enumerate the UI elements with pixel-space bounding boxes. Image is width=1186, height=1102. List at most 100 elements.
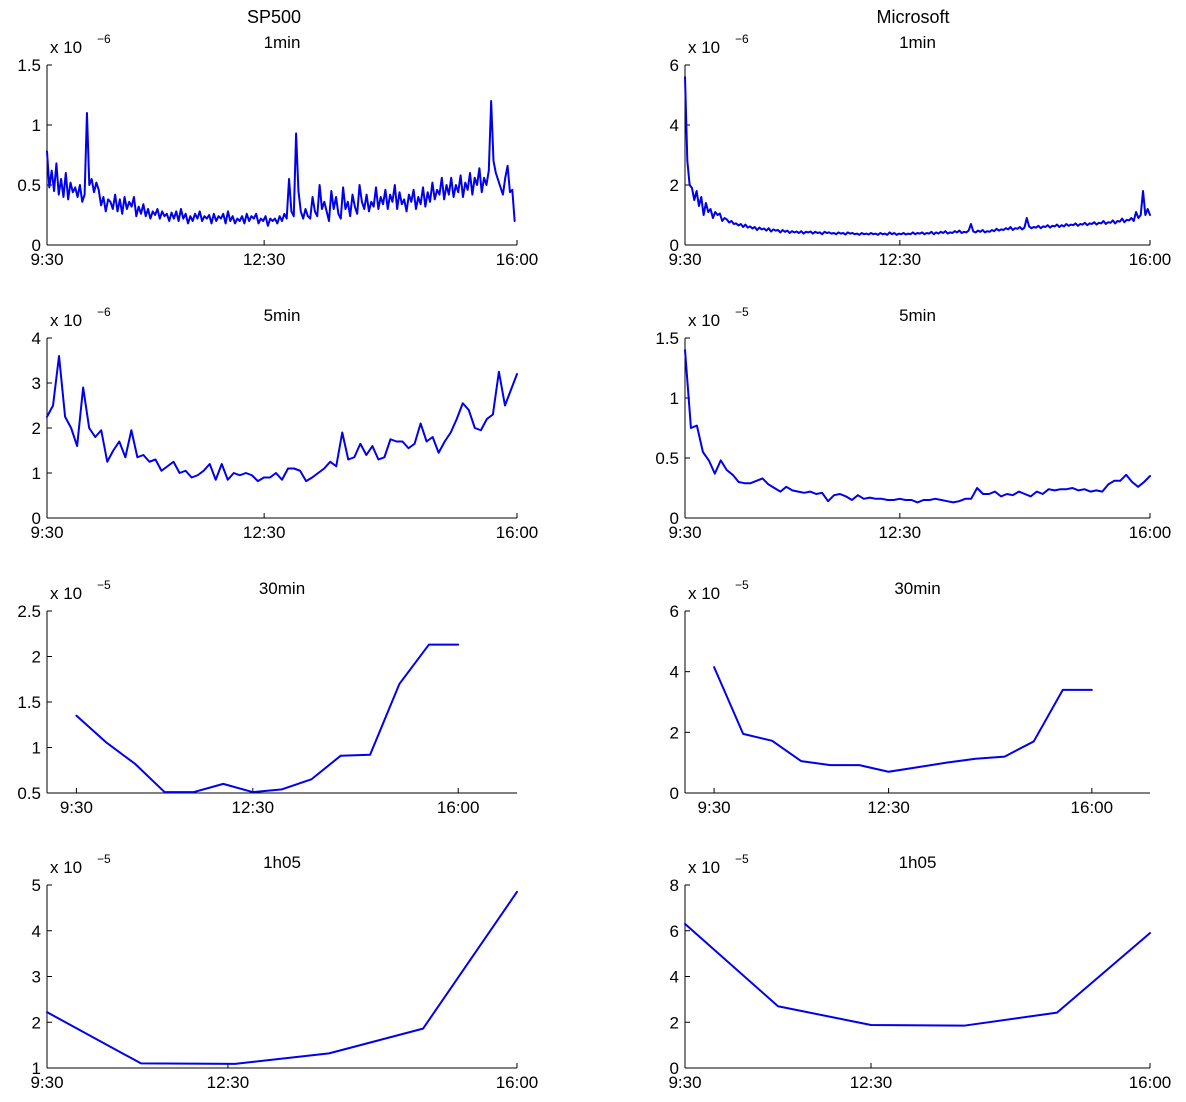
y-tick-label: 6 bbox=[670, 922, 679, 941]
series-line bbox=[46, 355, 518, 483]
exponent-label: x 10 bbox=[50, 311, 82, 330]
x-tick-label: 16:00 bbox=[496, 1073, 539, 1092]
y-tick-label: 0.5 bbox=[17, 784, 41, 803]
panel-sp500-5min: 0 1 2 3 4 9:30 12:30 16:00 5min x 10 −6 bbox=[30, 305, 538, 542]
y-tick-label: 3 bbox=[32, 374, 41, 393]
y-tick-label: 2 bbox=[670, 1013, 679, 1032]
panel-title: 1min bbox=[264, 33, 301, 52]
x-tick-label: 9:30 bbox=[668, 250, 701, 269]
x-tick-label: 12:30 bbox=[243, 523, 286, 542]
y-tick-label: 1 bbox=[32, 1059, 41, 1078]
x-tick-label: 9:30 bbox=[60, 798, 93, 817]
x-tick-label: 12:30 bbox=[207, 1073, 250, 1092]
x-tick-label: 16:00 bbox=[1129, 523, 1172, 542]
x-tick-label: 9:30 bbox=[668, 1073, 701, 1092]
x-tick-label: 16:00 bbox=[496, 523, 539, 542]
y-tick-label: 1 bbox=[32, 116, 41, 135]
x-tick-label: 12:30 bbox=[850, 1073, 893, 1092]
series-line bbox=[46, 890, 518, 1065]
panel-sp500-1h05: 1 2 3 4 5 9:30 12:30 16:00 1h05 x 10 −5 bbox=[30, 852, 538, 1092]
y-tick-label: 0.5 bbox=[655, 449, 679, 468]
x-tick-label: 9:30 bbox=[30, 250, 63, 269]
x-tick-label: 12:30 bbox=[867, 798, 910, 817]
panel-title: 1h05 bbox=[899, 853, 937, 872]
x-tick-label: 16:00 bbox=[1129, 250, 1172, 269]
exponent-value: −6 bbox=[97, 305, 111, 319]
exponent-value: −5 bbox=[735, 578, 749, 592]
y-tick-label: 2 bbox=[32, 1013, 41, 1032]
y-tick-label: 0 bbox=[32, 236, 41, 255]
x-tick-label: 9:30 bbox=[668, 523, 701, 542]
y-tick-label: 4 bbox=[32, 329, 41, 348]
exponent-value: −6 bbox=[735, 32, 749, 46]
y-tick-label: 6 bbox=[670, 56, 679, 75]
series-line bbox=[713, 666, 1093, 773]
x-tick-label: 9:30 bbox=[30, 523, 63, 542]
x-tick-label: 12:30 bbox=[243, 250, 286, 269]
y-tick-label: 1 bbox=[32, 739, 41, 758]
panel-microsoft-5min: 0 0.5 1 1.5 9:30 12:30 16:00 5min x 10 −5 bbox=[655, 305, 1171, 542]
x-tick-label: 16:00 bbox=[1129, 1073, 1172, 1092]
y-tick-label: 1.5 bbox=[17, 56, 41, 75]
y-tick-label: 3 bbox=[32, 968, 41, 987]
panel-microsoft-30min: 0 2 4 6 9:30 12:30 16:00 30min x 10 −5 bbox=[670, 578, 1150, 817]
column-title-microsoft: Microsoft bbox=[876, 7, 949, 27]
y-tick-label: 2 bbox=[32, 648, 41, 667]
x-tick-label: 16:00 bbox=[437, 798, 480, 817]
y-tick-label: 0 bbox=[670, 1059, 679, 1078]
y-tick-label: 4 bbox=[670, 968, 679, 987]
y-tick-label: 0 bbox=[32, 509, 41, 528]
series-line bbox=[684, 922, 1151, 1027]
x-tick-label: 12:30 bbox=[879, 523, 922, 542]
panel-sp500-1min: 0 0.5 1 1.5 9:30 12:30 16:00 1min x 10 −6 bbox=[17, 32, 538, 269]
y-tick-label: 0 bbox=[670, 784, 679, 803]
panel-microsoft-1min: 0 2 4 6 9:30 12:30 16:00 1min x 10 −6 bbox=[668, 32, 1171, 269]
y-tick-label: 5 bbox=[32, 876, 41, 895]
exponent-value: −5 bbox=[735, 305, 749, 319]
panel-title: 1h05 bbox=[263, 853, 301, 872]
exponent-label: x 10 bbox=[688, 858, 720, 877]
y-tick-label: 2.5 bbox=[17, 602, 41, 621]
x-tick-label: 9:30 bbox=[698, 798, 731, 817]
exponent-value: −6 bbox=[97, 32, 111, 46]
panel-title: 5min bbox=[899, 306, 936, 325]
y-tick-label: 4 bbox=[670, 116, 679, 135]
y-tick-label: 1 bbox=[670, 389, 679, 408]
series-line bbox=[46, 100, 516, 227]
y-tick-label: 1.5 bbox=[17, 693, 41, 712]
x-tick-label: 9:30 bbox=[30, 1073, 63, 1092]
series-line bbox=[684, 76, 1151, 236]
panel-sp500-30min: 0.5 1 1.5 2 2.5 9:30 12:30 16:00 30min x 10 −5 bbox=[17, 578, 517, 817]
panel-title: 30min bbox=[259, 579, 305, 598]
exponent-value: −5 bbox=[97, 578, 111, 592]
column-title-sp500: SP500 bbox=[247, 7, 301, 27]
exponent-label: x 10 bbox=[688, 38, 720, 57]
x-tick-label: 12:30 bbox=[232, 798, 275, 817]
panel-title: 30min bbox=[894, 579, 940, 598]
y-tick-label: 0 bbox=[670, 236, 679, 255]
exponent-label: x 10 bbox=[50, 858, 82, 877]
series-line bbox=[75, 643, 460, 794]
exponent-label: x 10 bbox=[50, 38, 82, 57]
y-tick-label: 4 bbox=[32, 922, 41, 941]
y-tick-label: 6 bbox=[670, 602, 679, 621]
y-tick-label: 2 bbox=[32, 419, 41, 438]
exponent-label: x 10 bbox=[688, 311, 720, 330]
panel-microsoft-1h05: 0 2 4 6 8 9:30 12:30 16:00 1h05 x 10 −5 bbox=[668, 852, 1171, 1092]
x-tick-label: 16:00 bbox=[496, 250, 539, 269]
panel-title: 1min bbox=[899, 33, 936, 52]
y-tick-label: 2 bbox=[670, 176, 679, 195]
exponent-value: −5 bbox=[735, 852, 749, 866]
y-tick-label: 0 bbox=[670, 509, 679, 528]
exponent-label: x 10 bbox=[50, 584, 82, 603]
y-tick-label: 1 bbox=[32, 464, 41, 483]
x-tick-label: 16:00 bbox=[1071, 798, 1114, 817]
y-tick-label: 1.5 bbox=[655, 329, 679, 348]
panel-title: 5min bbox=[264, 306, 301, 325]
y-tick-label: 8 bbox=[670, 876, 679, 895]
y-tick-label: 2 bbox=[670, 723, 679, 742]
y-tick-label: 0.5 bbox=[17, 176, 41, 195]
exponent-value: −5 bbox=[97, 852, 111, 866]
